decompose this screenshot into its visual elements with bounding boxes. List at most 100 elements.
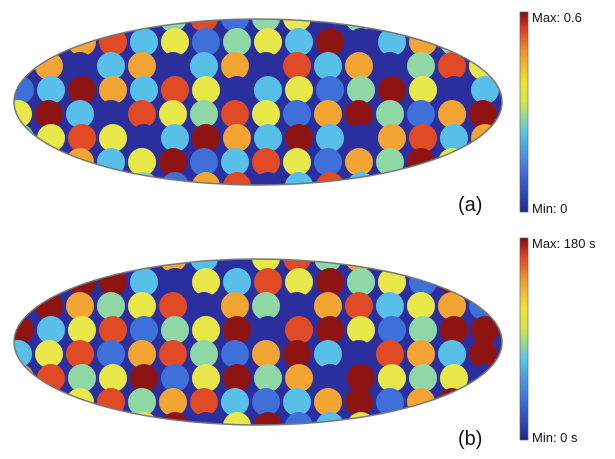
grain-cell [97,19,125,32]
grain-cell [376,148,404,176]
grain-cell [347,364,375,392]
grain-cell [378,76,406,104]
grain-cell [97,388,125,416]
grain-cell [283,292,311,320]
colorbar-a-min-label: Min: 0 [532,201,568,216]
grain-cell [285,316,313,344]
grain-cell [130,28,158,56]
grain-cell [254,28,282,56]
grain-cell [440,124,468,152]
grain-cell [345,388,373,416]
grain-cell [190,340,218,368]
grain-cell [252,100,280,128]
grain-cell [66,340,94,368]
grain-cell [285,76,313,104]
grain-cell [438,292,466,320]
grain-cell [409,76,437,104]
grain-cell [347,316,375,344]
grain-cell [314,388,342,416]
grain-cell [376,19,404,32]
grain-cell [66,259,94,272]
grain-cell [159,52,187,80]
grain-cell [345,148,373,176]
grain-cell [190,292,218,320]
grain-cell [378,316,406,344]
grain-cell [97,259,125,272]
grain-cell [469,19,497,32]
grain-cell [14,100,32,128]
grain-cell [68,412,96,425]
grain-cell [438,340,466,368]
grain-cell [35,100,63,128]
grain-cell [469,388,497,416]
grain-cell [14,340,32,368]
grain-cell [316,76,344,104]
grain-cell [14,292,32,320]
grain-cell [252,52,280,80]
grain-cell [221,292,249,320]
grain-cell [438,100,466,128]
grain-cell [469,52,497,80]
grain-cell [161,28,189,56]
grain-cell [223,172,251,185]
grain-cell [37,28,65,56]
grain-cell [283,388,311,416]
grain-cell [347,28,375,56]
grain-cell [223,268,251,296]
grain-cell [471,364,499,392]
grain-cell [285,268,313,296]
grain-cell [99,124,127,152]
grain-cell [223,76,251,104]
grain-cell [407,388,435,416]
grain-cell [252,340,280,368]
grain-cell [285,364,313,392]
grain-cell [37,364,65,392]
grain-cell [128,148,156,176]
grain-cell [161,412,189,425]
grain-cell [159,100,187,128]
grain-cell [438,52,466,80]
grain-cell [192,28,220,56]
grain-cell [345,292,373,320]
grain-cell [14,388,32,416]
grain-cell [14,412,34,425]
panel-b-ellipse [13,258,503,426]
grain-cell [130,316,158,344]
grain-cell [37,316,65,344]
grain-cell [345,52,373,80]
grain-cell [99,172,127,185]
grain-cell [283,340,311,368]
grain-cell [314,19,342,32]
grain-cell [14,76,34,104]
grain-cell [409,364,437,392]
grain-cell [221,19,249,32]
grain-cell [440,364,468,392]
grain-cell [285,124,313,152]
grain-cell [345,100,373,128]
grain-cell [190,19,218,32]
grain-cell [97,52,125,80]
grain-cell [130,172,158,185]
grain-cell [130,364,158,392]
grain-cell [37,76,65,104]
grain-cell [190,259,218,272]
grain-cell [469,340,497,368]
grain-cell [14,316,34,344]
grain-cell [161,268,189,296]
grain-cell [221,100,249,128]
grain-cell [409,412,437,425]
grain-cell [376,100,404,128]
grain-cell [223,364,251,392]
grain-cell [161,364,189,392]
grain-cell [66,292,94,320]
grain-cell [99,364,127,392]
grain-cell [223,412,251,425]
grain-cell [223,28,251,56]
grain-cell [254,76,282,104]
grain-cell [378,124,406,152]
grain-cell [14,124,34,152]
grain-cell [254,364,282,392]
grain-cell [192,364,220,392]
grain-cell [35,259,63,272]
grain-cell [128,52,156,80]
